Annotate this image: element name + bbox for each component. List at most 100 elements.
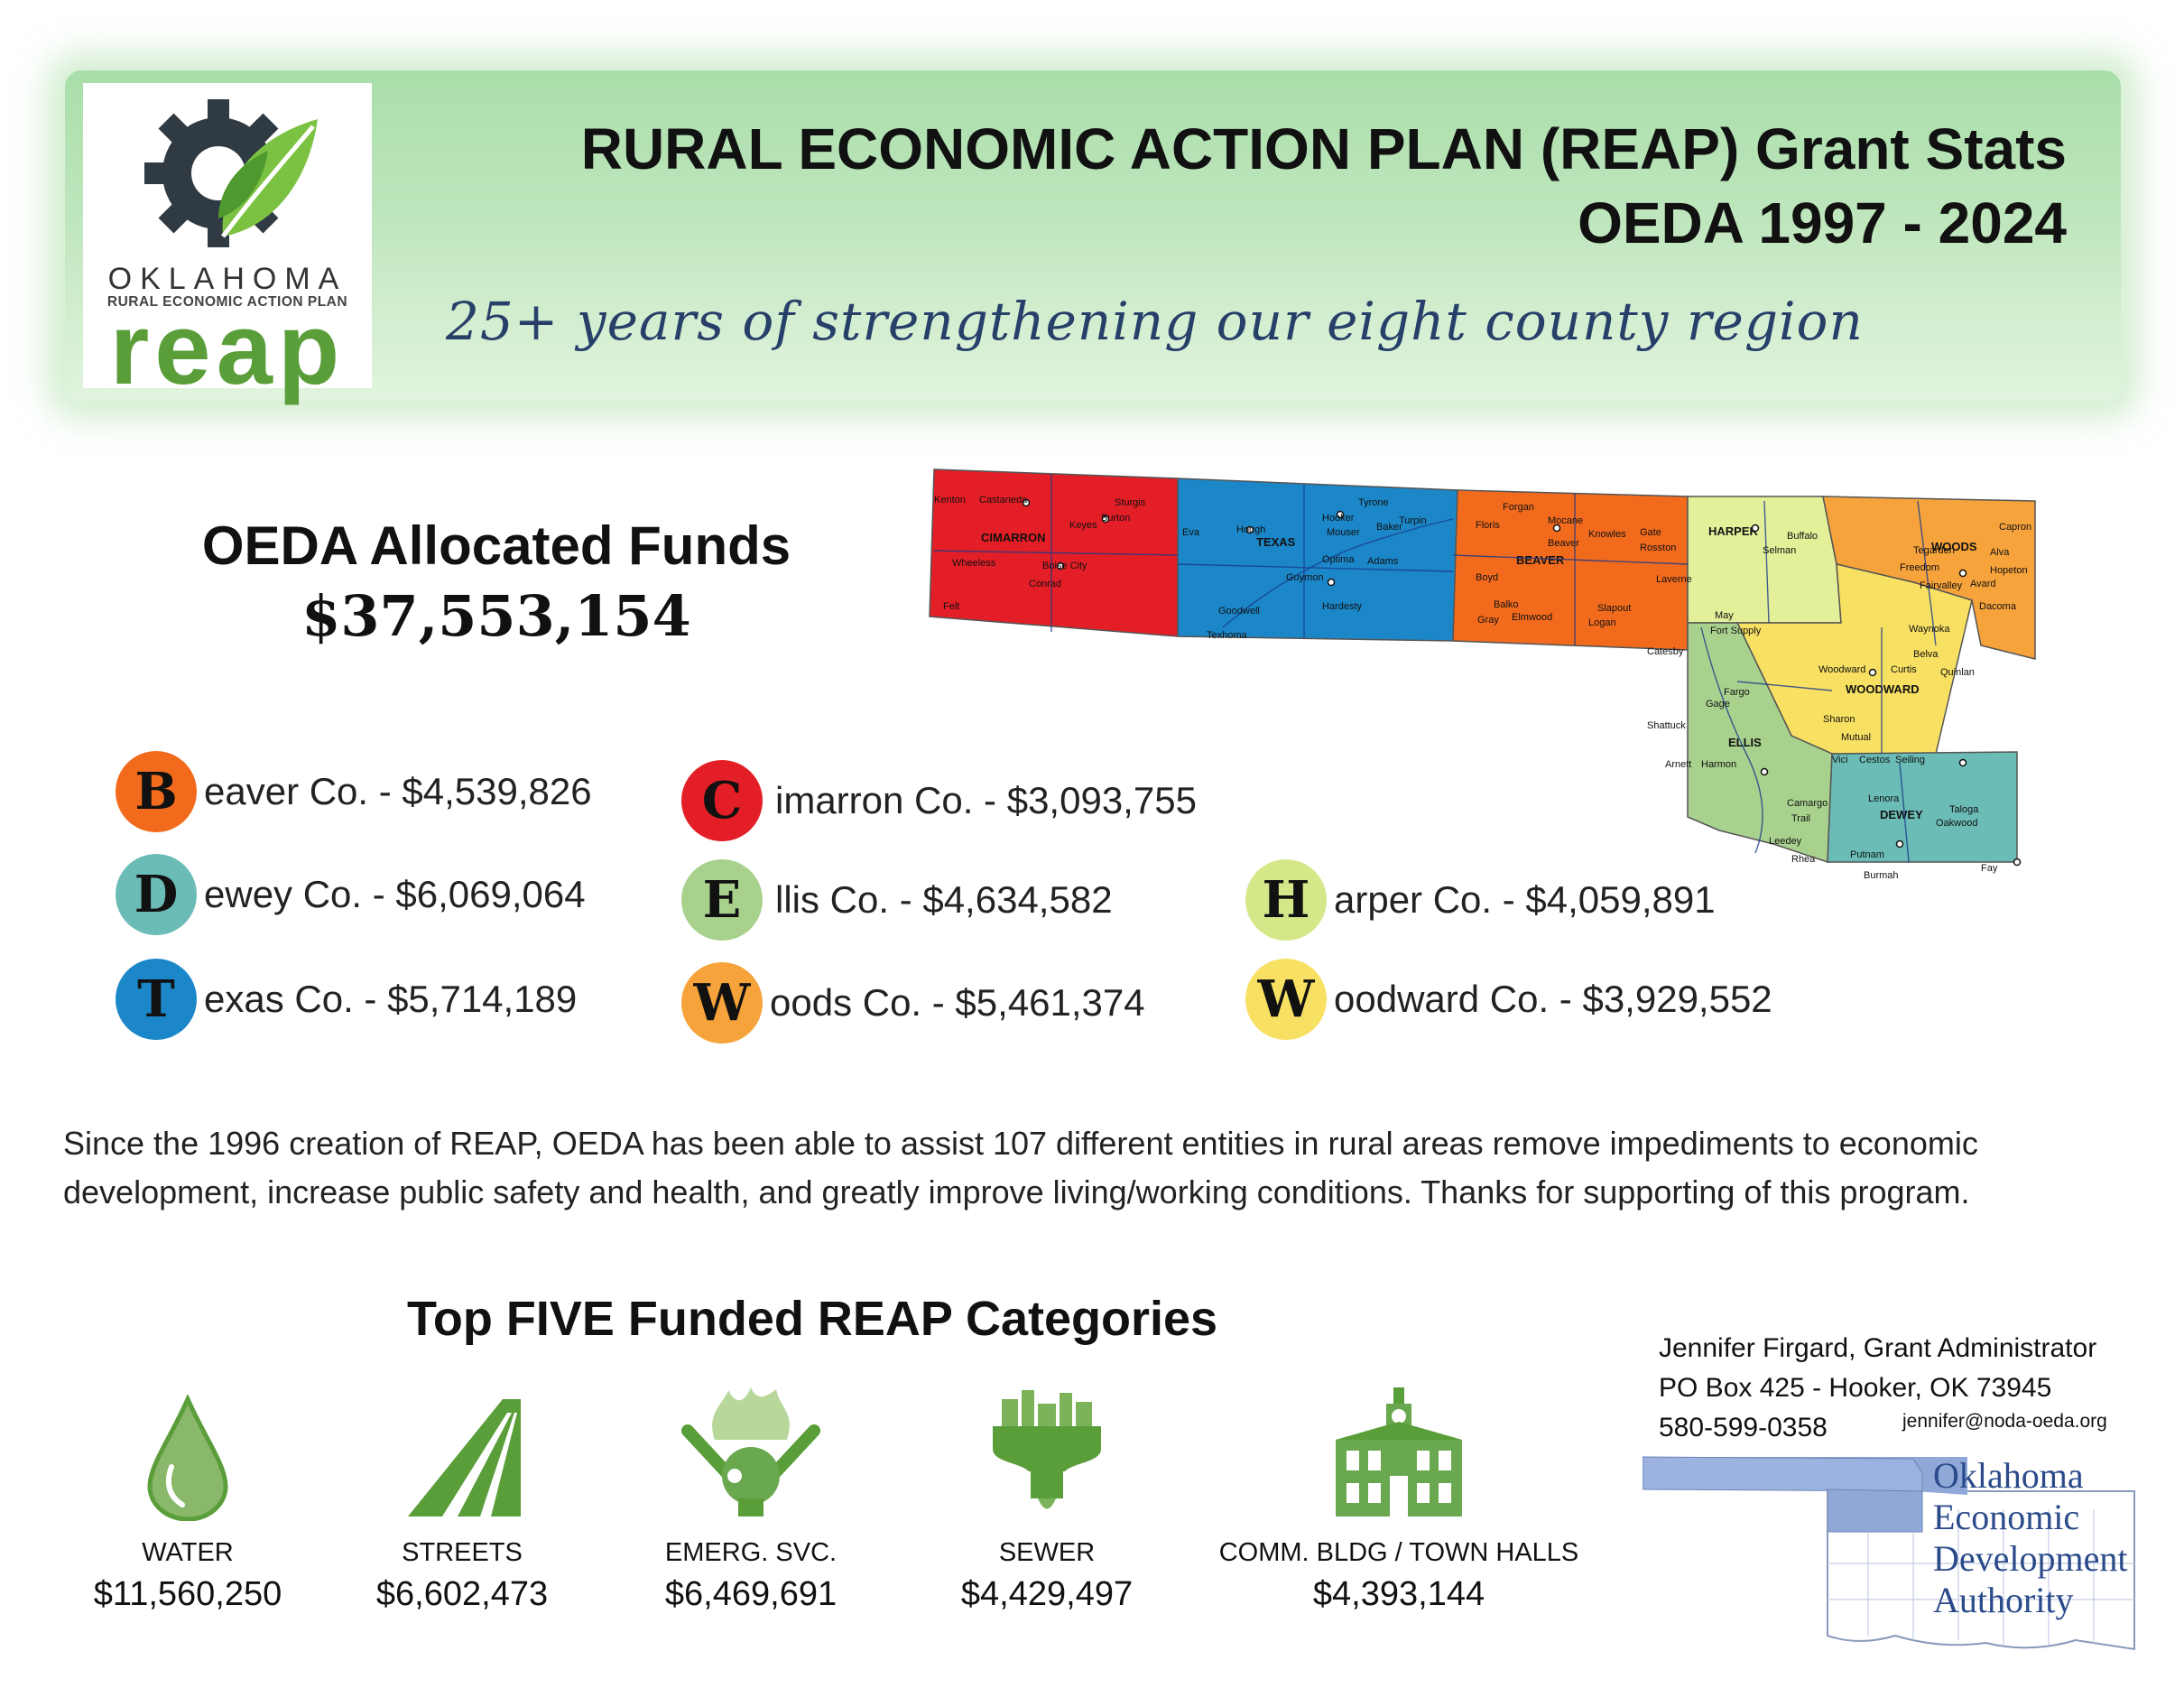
map-town-label: Eva — [1182, 527, 1200, 538]
map-town-label: Avard — [1970, 579, 1996, 589]
map-town-label: Trail — [1791, 813, 1810, 824]
reap-logo — [83, 83, 372, 388]
county-cimarron: C imarron Co. - $3,093,755 — [681, 760, 1197, 841]
map-town-label: Laverne — [1656, 574, 1692, 585]
category-sewer-value: $4,429,497 — [960, 1575, 1134, 1613]
badge-beaver: B — [116, 751, 197, 832]
map-town-label: Turpin — [1399, 515, 1427, 526]
water-drop-icon — [147, 1393, 228, 1522]
map-county-dewey — [1827, 751, 2018, 863]
contact-name: Jennifer Firgard, Grant Administrator — [1659, 1333, 2097, 1363]
map-town-label: Hardesty — [1322, 601, 1363, 612]
map-town-label: Quinlan — [1940, 667, 1975, 678]
map-label-cimarron: CIMARRON — [981, 531, 1046, 544]
map-town-label: Logan — [1588, 617, 1616, 628]
county-woodward: W oodward Co. - $3,929,552 — [1245, 959, 1772, 1040]
map-label-woods: WOODS — [1931, 540, 1977, 553]
road-icon — [408, 1399, 521, 1516]
category-comm-bldg-label: COMM. BLDG / TOWN HALLS — [1218, 1538, 1579, 1567]
map-label-dewey: DEWEY — [1880, 808, 1923, 821]
map-town-label: Selman — [1763, 545, 1796, 556]
map-town-label: May — [1715, 610, 1734, 621]
badge-ellis: E — [681, 859, 763, 941]
badge-dewey: D — [116, 854, 197, 935]
map-town-label: Buffalo — [1787, 531, 1818, 542]
oeda-line4: Authority — [1933, 1580, 2074, 1620]
region-map: CIMARRON TEXAS BEAVER HARPER WOODS WOODW… — [929, 468, 2036, 881]
map-town-label: Boyd — [1476, 572, 1498, 583]
map-town-label: Fort Supply — [1710, 626, 1762, 636]
category-streets: STREETS $6,602,473 — [327, 1395, 597, 1614]
county-ellis: E llis Co. - $4,634,582 — [681, 859, 1113, 941]
map-town-label: Alva — [1990, 547, 2010, 558]
county-texas: T exas Co. - $5,714,189 — [116, 959, 577, 1040]
map-town-label: Fay — [1981, 863, 1998, 874]
category-sewer-label: SEWER — [998, 1538, 1096, 1567]
map-town-label: Catesby — [1647, 646, 1684, 657]
badge-texas: T — [116, 959, 197, 1040]
category-comm-bldg: COMM. BLDG / TOWN HALLS $4,393,144 — [1218, 1386, 1579, 1614]
map-town-label: Goodwell — [1218, 606, 1260, 617]
map-town-label: Harmon — [1701, 759, 1736, 770]
map-label-beaver: BEAVER — [1516, 553, 1565, 567]
map-town-label: Freedom — [1900, 562, 1939, 573]
category-emerg-value: $6,469,691 — [664, 1575, 838, 1613]
map-town-label: Forgan — [1503, 502, 1534, 513]
map-label-harper: HARPER — [1708, 524, 1759, 538]
map-town-label: Kenton — [934, 495, 966, 505]
category-streets-label: STREETS — [402, 1538, 523, 1567]
map-town-label: Gage — [1706, 699, 1730, 710]
map-town-label: Keyes — [1069, 520, 1097, 531]
map-town-label: Rosston — [1640, 543, 1676, 553]
map-town-label: Vici — [1832, 755, 1848, 765]
map-town-label: Conrad — [1029, 579, 1061, 589]
map-town-label: Seiling — [1895, 755, 1925, 765]
map-town-label: Balko — [1494, 599, 1519, 610]
county-dewey: D ewey Co. - $6,069,064 — [116, 854, 586, 935]
map-town-label: Mouser — [1327, 527, 1360, 538]
allocated-funds-value: $37,553,154 — [301, 583, 691, 649]
map-town-label: Sharon — [1823, 714, 1855, 725]
map-town-label: Waynoka — [1909, 624, 1950, 635]
badge-woodward: W — [1245, 959, 1327, 1040]
map-town-label: Rhea — [1791, 854, 1816, 865]
map-county-texas — [1177, 478, 1458, 642]
map-town-label: Sturgis — [1115, 497, 1146, 508]
map-town-label: Fairvalley — [1920, 580, 1963, 591]
map-town-label: Fargo — [1724, 687, 1750, 698]
oeda-line2: Economic — [1933, 1497, 2080, 1537]
fire-emblem-icon — [681, 1387, 820, 1516]
map-town-label: Floris — [1476, 520, 1500, 531]
map-label-texas: TEXAS — [1256, 535, 1296, 549]
county-cimarron-amount: imarron Co. - $3,093,755 — [775, 779, 1197, 821]
map-town-label: Hopeton — [1990, 565, 2028, 576]
badge-cimarron: C — [681, 760, 763, 841]
category-emerg: EMERG. SVC. $6,469,691 — [615, 1386, 886, 1614]
county-harper-amount: arper Co. - $4,059,891 — [1334, 878, 1716, 921]
map-town-label: Boise City — [1042, 561, 1087, 571]
contact-email[interactable]: jennifer@noda-oeda.org — [1902, 1411, 2107, 1432]
map-town-label: Burmah — [1864, 870, 1899, 881]
map-town-label: Lenora — [1868, 793, 1900, 804]
map-town-label: Taloga — [1949, 804, 1979, 815]
category-emerg-label: EMERG. SVC. — [664, 1538, 838, 1567]
county-texas-amount: exas Co. - $5,714,189 — [204, 978, 578, 1020]
header-banner — [65, 70, 2121, 401]
map-town-label: Guymon — [1286, 572, 1324, 583]
category-water: WATER $11,560,250 — [52, 1393, 323, 1614]
sewer-pipe-icon — [993, 1390, 1101, 1509]
map-town-label: Cestos — [1859, 755, 1891, 765]
categories-title: Top FIVE Funded REAP Categories — [406, 1292, 1218, 1346]
county-beaver: B eaver Co. - $4,539,826 — [116, 751, 592, 832]
county-beaver-amount: eaver Co. - $4,539,826 — [204, 770, 592, 812]
allocated-funds-label: OEDA Allocated Funds — [201, 515, 791, 576]
category-water-value: $11,560,250 — [93, 1575, 282, 1613]
category-streets-value: $6,602,473 — [375, 1575, 549, 1613]
oeda-line3: Development — [1933, 1538, 2128, 1579]
category-sewer: SEWER $4,429,497 — [912, 1386, 1182, 1614]
county-woodward-amount: oodward Co. - $3,929,552 — [1334, 978, 1772, 1020]
leaf-gear-icon — [144, 99, 318, 247]
page-subtitle: OEDA 1997 - 2024 — [1578, 190, 2067, 255]
map-town-label: Adams — [1367, 556, 1399, 567]
county-ellis-amount: llis Co. - $4,634,582 — [775, 878, 1113, 921]
